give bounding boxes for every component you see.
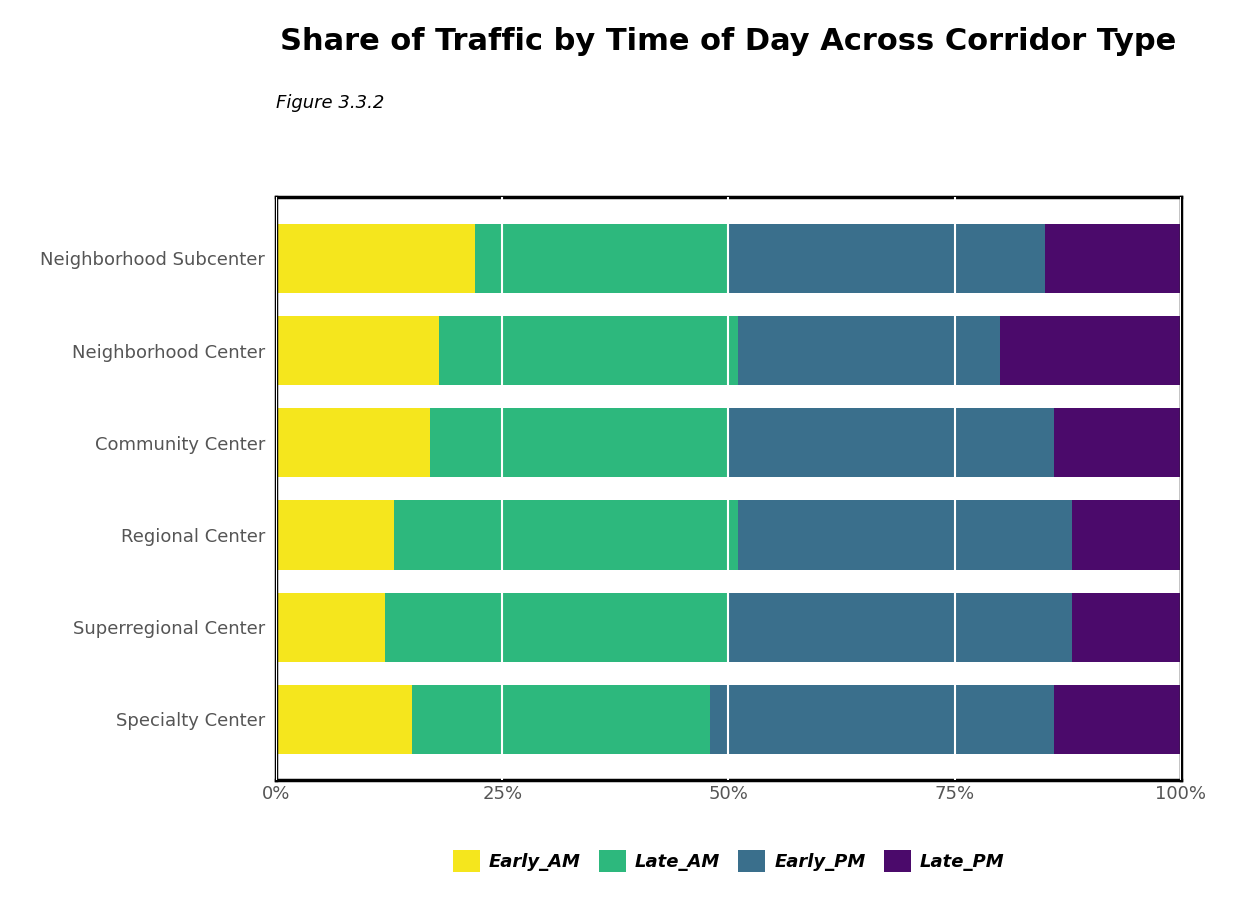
Text: Share of Traffic by Time of Day Across Corridor Type: Share of Traffic by Time of Day Across C… (280, 27, 1177, 56)
Text: Figure 3.3.2: Figure 3.3.2 (276, 94, 384, 112)
Bar (430, 408, 728, 477)
Bar (1045, 224, 1181, 293)
Bar (475, 224, 728, 293)
Bar (1054, 684, 1181, 753)
Bar (276, 684, 412, 753)
Bar (728, 224, 1045, 293)
Bar (384, 593, 728, 662)
Legend: Early_AM, Late_AM, Early_PM, Late_PM: Early_AM, Late_AM, Early_PM, Late_PM (446, 842, 1011, 879)
Bar (1073, 593, 1181, 662)
Bar (737, 501, 1073, 570)
Bar (276, 408, 430, 477)
Bar (276, 501, 394, 570)
Bar (440, 316, 737, 385)
Bar (711, 684, 1054, 753)
Bar (1054, 408, 1181, 477)
Bar (276, 316, 440, 385)
Bar (394, 501, 737, 570)
Bar (728, 593, 1073, 662)
Bar (1073, 501, 1181, 570)
Bar (276, 224, 475, 293)
Bar (737, 316, 1000, 385)
Bar (728, 408, 1054, 477)
Bar (276, 593, 384, 662)
Bar (1000, 316, 1181, 385)
Bar (412, 684, 711, 753)
